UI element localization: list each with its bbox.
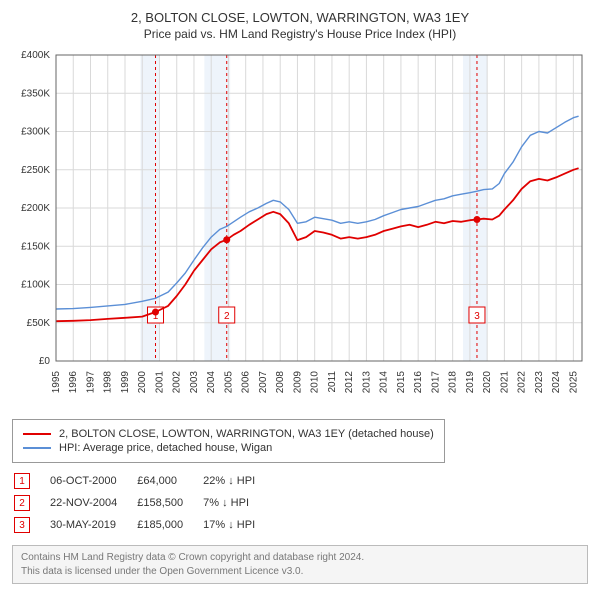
- svg-text:1995: 1995: [51, 371, 62, 394]
- svg-text:3: 3: [474, 311, 480, 322]
- marker-number-box: 1: [14, 473, 30, 489]
- attribution-line: This data is licensed under the Open Gov…: [21, 565, 579, 579]
- svg-text:2010: 2010: [310, 371, 321, 394]
- legend-swatch: [23, 447, 51, 449]
- svg-text:£50K: £50K: [27, 318, 51, 329]
- svg-text:£0: £0: [39, 356, 51, 367]
- svg-text:2008: 2008: [275, 371, 286, 394]
- svg-text:2015: 2015: [396, 371, 407, 394]
- svg-text:£350K: £350K: [21, 88, 50, 99]
- svg-text:2: 2: [224, 311, 230, 322]
- marker-price: £158,500: [137, 493, 201, 513]
- svg-text:£400K: £400K: [21, 50, 50, 61]
- legend-item-hpi: HPI: Average price, detached house, Wiga…: [23, 442, 434, 454]
- marker-row: 3 30-MAY-2019£185,00017% ↓ HPI: [14, 515, 273, 535]
- svg-text:£200K: £200K: [21, 203, 50, 214]
- svg-text:2009: 2009: [292, 371, 303, 394]
- svg-text:£250K: £250K: [21, 165, 50, 176]
- svg-text:£300K: £300K: [21, 127, 50, 138]
- svg-text:2013: 2013: [361, 371, 372, 394]
- svg-text:2016: 2016: [413, 371, 424, 394]
- chart-title-line1: 2, BOLTON CLOSE, LOWTON, WARRINGTON, WA3…: [8, 10, 592, 25]
- legend-item-price-paid: 2, BOLTON CLOSE, LOWTON, WARRINGTON, WA3…: [23, 428, 434, 440]
- marker-delta: 7% ↓ HPI: [203, 493, 273, 513]
- svg-text:2020: 2020: [482, 371, 493, 394]
- marker-date: 22-NOV-2004: [50, 493, 135, 513]
- svg-text:2018: 2018: [448, 371, 459, 394]
- svg-text:2002: 2002: [172, 371, 183, 394]
- svg-text:2012: 2012: [344, 371, 355, 394]
- marker-number-box: 2: [14, 495, 30, 511]
- svg-text:2022: 2022: [517, 371, 528, 394]
- svg-text:2005: 2005: [223, 371, 234, 394]
- marker-date: 30-MAY-2019: [50, 515, 135, 535]
- legend-swatch: [23, 433, 51, 435]
- marker-date: 06-OCT-2000: [50, 471, 135, 491]
- svg-text:2024: 2024: [551, 371, 562, 394]
- svg-text:2021: 2021: [499, 371, 510, 394]
- svg-text:2025: 2025: [568, 371, 579, 394]
- marker-delta: 22% ↓ HPI: [203, 471, 273, 491]
- svg-text:1996: 1996: [68, 371, 79, 394]
- markers-table: 1 06-OCT-2000£64,00022% ↓ HPI 2 22-NOV-2004…: [12, 469, 275, 537]
- svg-text:2019: 2019: [465, 371, 476, 394]
- svg-text:2007: 2007: [258, 371, 269, 394]
- chart-title-line2: Price paid vs. HM Land Registry's House …: [8, 27, 592, 41]
- svg-text:2017: 2017: [430, 371, 441, 394]
- marker-price: £185,000: [137, 515, 201, 535]
- svg-text:2004: 2004: [206, 371, 217, 394]
- svg-text:2000: 2000: [137, 371, 148, 394]
- svg-text:1997: 1997: [85, 371, 96, 394]
- line-chart-svg: £0 £50K £100K £150K £200K £250K £300K £350K £400…: [8, 49, 592, 409]
- chart-area: £0 £50K £100K £150K £200K £250K £300K £350K £400…: [8, 49, 592, 409]
- legend-label: 2, BOLTON CLOSE, LOWTON, WARRINGTON, WA3…: [59, 428, 434, 440]
- svg-text:2023: 2023: [534, 371, 545, 394]
- marker-row: 1 06-OCT-2000£64,00022% ↓ HPI: [14, 471, 273, 491]
- svg-text:£150K: £150K: [21, 241, 50, 252]
- svg-text:2014: 2014: [379, 371, 390, 394]
- svg-text:2006: 2006: [241, 371, 252, 394]
- marker-delta: 17% ↓ HPI: [203, 515, 273, 535]
- attribution-box: Contains HM Land Registry data © Crown c…: [12, 545, 588, 584]
- svg-text:2003: 2003: [189, 371, 200, 394]
- svg-text:£100K: £100K: [21, 280, 50, 291]
- svg-text:2011: 2011: [327, 371, 338, 393]
- attribution-line: Contains HM Land Registry data © Crown c…: [21, 551, 579, 565]
- svg-text:2001: 2001: [154, 371, 165, 394]
- marker-number-box: 3: [14, 517, 30, 533]
- legend-label: HPI: Average price, detached house, Wiga…: [59, 442, 272, 454]
- svg-text:1998: 1998: [103, 371, 114, 394]
- marker-price: £64,000: [137, 471, 201, 491]
- legend-box: 2, BOLTON CLOSE, LOWTON, WARRINGTON, WA3…: [12, 419, 445, 463]
- marker-row: 2 22-NOV-2004£158,5007% ↓ HPI: [14, 493, 273, 513]
- svg-text:1999: 1999: [120, 371, 131, 394]
